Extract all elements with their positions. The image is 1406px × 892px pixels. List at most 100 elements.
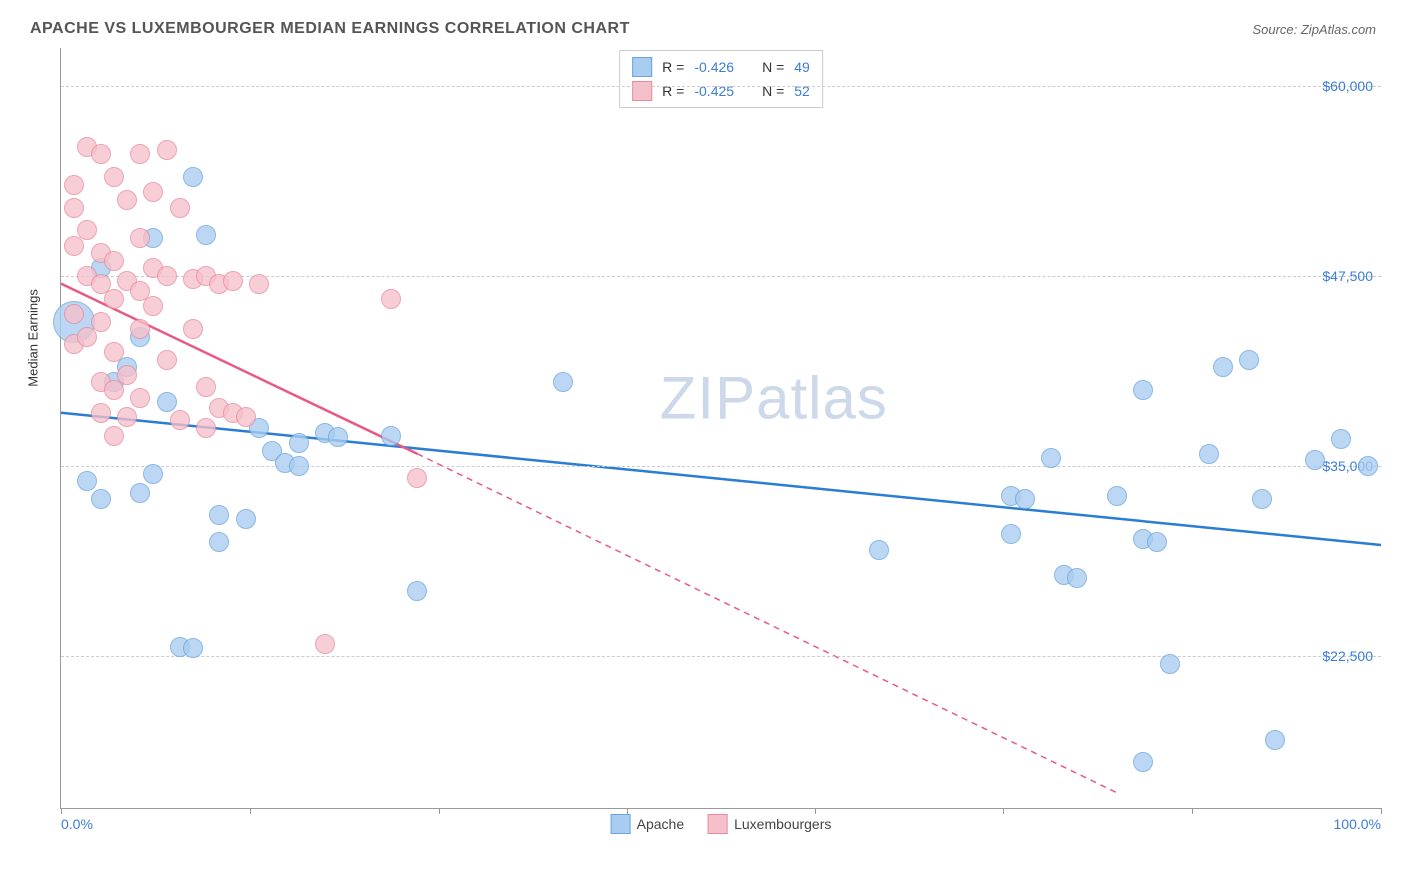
data-point-apache (869, 540, 889, 560)
y-tick-label: $22,500 (1322, 648, 1373, 664)
data-point-apache (1107, 486, 1127, 506)
chart-title: APACHE VS LUXEMBOURGER MEDIAN EARNINGS C… (30, 20, 630, 38)
data-point-apache (157, 392, 177, 412)
data-point-apache (1358, 456, 1378, 476)
data-point-apache (1067, 568, 1087, 588)
data-point-apache (1331, 429, 1351, 449)
x-tick (815, 808, 816, 814)
data-point-apache (1041, 448, 1061, 468)
data-point-luxembourgers (117, 407, 137, 427)
data-point-apache (1160, 654, 1180, 674)
watermark-part2: atlas (756, 364, 888, 431)
data-point-luxembourgers (157, 350, 177, 370)
x-tick (1003, 808, 1004, 814)
watermark-part1: ZIP (660, 364, 756, 431)
correlation-row-luxembourgers: R = -0.425 N = 52 (632, 79, 810, 103)
data-point-luxembourgers (64, 175, 84, 195)
data-point-apache (407, 581, 427, 601)
data-point-apache (381, 426, 401, 446)
data-point-luxembourgers (117, 190, 137, 210)
legend-item-apache: Apache (611, 814, 684, 834)
data-point-apache (1252, 489, 1272, 509)
data-point-luxembourgers (143, 296, 163, 316)
data-point-luxembourgers (407, 468, 427, 488)
data-point-apache (91, 489, 111, 509)
apache-label: Apache (637, 816, 684, 832)
data-point-luxembourgers (196, 418, 216, 438)
data-point-apache (183, 638, 203, 658)
data-point-apache (553, 372, 573, 392)
data-point-luxembourgers (64, 236, 84, 256)
y-tick-label: $47,500 (1322, 268, 1373, 284)
data-point-apache (77, 471, 97, 491)
luxembourgers-swatch-icon (708, 814, 728, 834)
gridline (61, 86, 1381, 87)
correlation-legend: R = -0.426 N = 49 R = -0.425 N = 52 (619, 50, 823, 108)
apache-swatch-icon (611, 814, 631, 834)
data-point-luxembourgers (130, 319, 150, 339)
data-point-luxembourgers (91, 144, 111, 164)
legend-item-luxembourgers: Luxembourgers (708, 814, 831, 834)
data-point-luxembourgers (130, 388, 150, 408)
x-tick-label-start: 0.0% (61, 816, 93, 832)
gridline (61, 466, 1381, 467)
data-point-luxembourgers (117, 365, 137, 385)
data-point-apache (289, 456, 309, 476)
y-axis-label: Median Earnings (26, 289, 41, 387)
x-tick (61, 808, 62, 814)
data-point-luxembourgers (104, 426, 124, 446)
data-point-apache (209, 532, 229, 552)
x-tick-label-end: 100.0% (1334, 816, 1381, 832)
data-point-apache (1213, 357, 1233, 377)
data-point-luxembourgers (157, 140, 177, 160)
r-label: R = (662, 59, 684, 75)
data-point-luxembourgers (104, 289, 124, 309)
data-point-apache (183, 167, 203, 187)
data-point-luxembourgers (130, 144, 150, 164)
data-point-luxembourgers (183, 319, 203, 339)
x-tick (1192, 808, 1193, 814)
gridline (61, 656, 1381, 657)
n-label: N = (762, 59, 784, 75)
chart-source: Source: ZipAtlas.com (1252, 22, 1376, 37)
data-point-luxembourgers (77, 327, 97, 347)
data-point-apache (1001, 524, 1021, 544)
data-point-apache (1239, 350, 1259, 370)
y-tick-label: $60,000 (1322, 78, 1373, 94)
chart-header: APACHE VS LUXEMBOURGER MEDIAN EARNINGS C… (20, 20, 1386, 48)
data-point-luxembourgers (315, 634, 335, 654)
data-point-apache (209, 505, 229, 525)
data-point-apache (1133, 752, 1153, 772)
x-tick (1381, 808, 1382, 814)
data-point-apache (1147, 532, 1167, 552)
data-point-apache (1015, 489, 1035, 509)
chart-container: APACHE VS LUXEMBOURGER MEDIAN EARNINGS C… (20, 20, 1386, 872)
data-point-luxembourgers (196, 377, 216, 397)
data-point-apache (1199, 444, 1219, 464)
data-point-luxembourgers (104, 251, 124, 271)
r-value-apache: -0.426 (694, 59, 734, 75)
plot-area: Median Earnings ZIPatlas R = -0.426 N = … (60, 48, 1381, 809)
data-point-luxembourgers (130, 228, 150, 248)
data-point-apache (143, 464, 163, 484)
data-point-luxembourgers (64, 198, 84, 218)
n-value-apache: 49 (794, 59, 810, 75)
apache-swatch (632, 57, 652, 77)
luxembourgers-label: Luxembourgers (734, 816, 831, 832)
data-point-luxembourgers (170, 198, 190, 218)
series-legend: Apache Luxembourgers (611, 814, 832, 834)
data-point-luxembourgers (91, 403, 111, 423)
data-point-apache (328, 427, 348, 447)
data-point-luxembourgers (157, 266, 177, 286)
data-point-luxembourgers (236, 407, 256, 427)
data-point-luxembourgers (249, 274, 269, 294)
correlation-row-apache: R = -0.426 N = 49 (632, 55, 810, 79)
data-point-apache (130, 483, 150, 503)
data-point-luxembourgers (104, 342, 124, 362)
data-point-luxembourgers (143, 182, 163, 202)
data-point-apache (236, 509, 256, 529)
x-tick (439, 808, 440, 814)
data-point-apache (289, 433, 309, 453)
data-point-luxembourgers (104, 167, 124, 187)
data-point-luxembourgers (64, 304, 84, 324)
